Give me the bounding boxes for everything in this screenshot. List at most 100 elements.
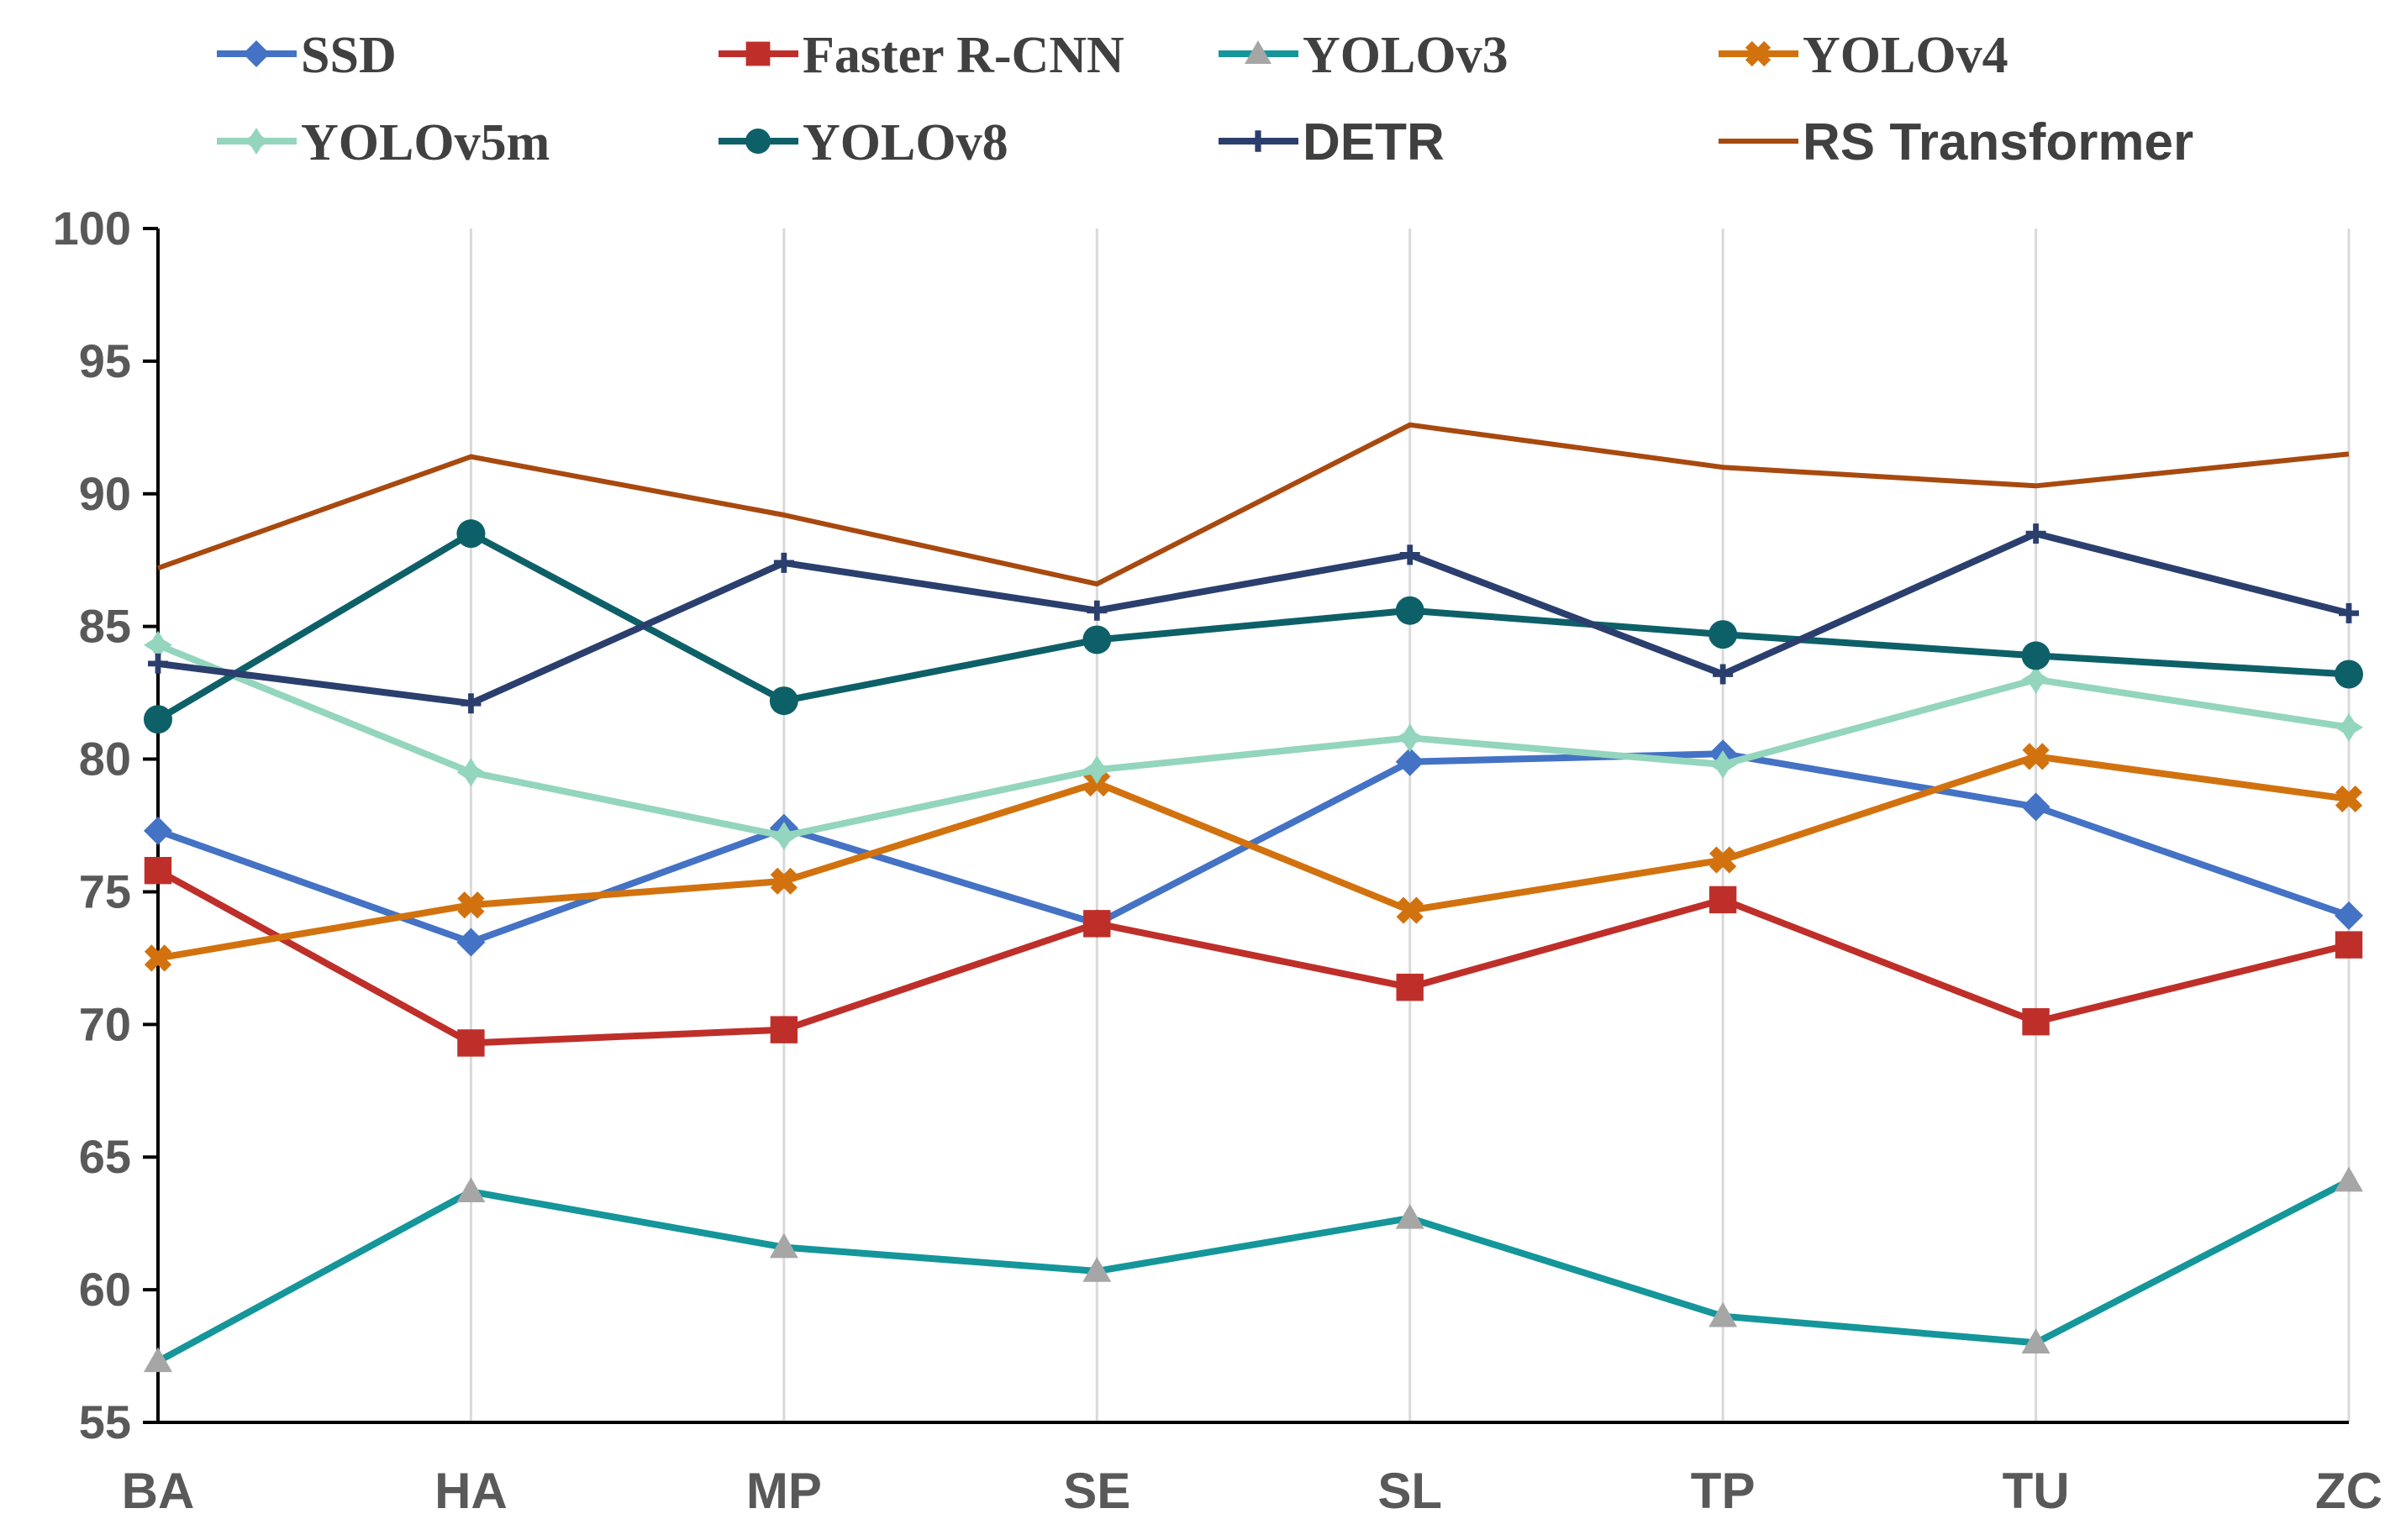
point-detr-se bbox=[1087, 600, 1108, 621]
legend-item-ssd: SSD bbox=[217, 27, 397, 84]
point-yolov5m-mp bbox=[769, 822, 798, 851]
point-yolov8-mp bbox=[769, 686, 798, 716]
series-line-yolov3 bbox=[156, 1178, 2351, 1364]
series-yolov5m bbox=[144, 630, 2363, 851]
point-yolov5m-ha bbox=[456, 758, 486, 787]
series-yolov3 bbox=[144, 1166, 2363, 1373]
y-tick-label-75: 75 bbox=[79, 865, 131, 917]
legend-label-detr: DETR bbox=[1303, 113, 1445, 171]
point-yolov3-zc bbox=[2335, 1166, 2363, 1192]
x-tick-label-mp: MP bbox=[746, 1463, 822, 1519]
point-yolov3-se bbox=[1082, 1257, 1112, 1282]
series-line-rs-transformer bbox=[156, 422, 2350, 587]
legend-label-rs-transformer: RS Transformer bbox=[1803, 113, 2193, 171]
point-yolov8-zc bbox=[2335, 660, 2363, 689]
point-yolov8-tp bbox=[1708, 620, 1738, 649]
point-yolov3-sl bbox=[1395, 1203, 1424, 1229]
point-yolov4-mp bbox=[770, 867, 798, 895]
series-yolov8 bbox=[144, 519, 2363, 734]
legend-item-detr: DETR bbox=[1219, 113, 1445, 171]
legend-marker-ssd bbox=[243, 40, 270, 67]
point-yolov5m-sl bbox=[1395, 723, 1424, 753]
legend-marker-yolov4 bbox=[1745, 40, 1772, 67]
point-yolov5m-tp bbox=[1708, 749, 1738, 779]
point-yolov3-ha bbox=[456, 1177, 486, 1203]
y-tick-label-70: 70 bbox=[79, 997, 131, 1050]
x-tick-label-zc: ZC bbox=[2315, 1463, 2382, 1519]
legend-item-yolov5m: YOLOv5m bbox=[217, 114, 550, 171]
point-detr-tp bbox=[1713, 664, 1734, 685]
legend-label-yolov3: YOLOv3 bbox=[1303, 27, 1508, 84]
point-yolov3-tp bbox=[1708, 1301, 1738, 1327]
point-faster-r-cnn-tp bbox=[1708, 886, 1737, 914]
point-yolov3-ba bbox=[144, 1347, 172, 1373]
point-ssd-sl bbox=[1395, 747, 1424, 776]
point-yolov4-sl bbox=[1396, 896, 1424, 924]
point-yolov4-ba bbox=[144, 944, 172, 972]
series-detr bbox=[148, 523, 2359, 714]
x-tick-label-ba: BA bbox=[122, 1463, 195, 1519]
point-yolov8-se bbox=[1082, 625, 1112, 654]
legend-label-yolov5m: YOLOv5m bbox=[301, 114, 550, 171]
point-detr-tu bbox=[2025, 523, 2046, 544]
y-tick-label-65: 65 bbox=[79, 1130, 131, 1183]
legend-label-yolov8: YOLOv8 bbox=[803, 114, 1008, 171]
series-rs-transformer bbox=[156, 422, 2350, 587]
point-ssd-ba bbox=[144, 816, 172, 845]
point-detr-ba bbox=[148, 653, 168, 674]
series-line-yolov5m bbox=[156, 642, 2350, 840]
point-faster-r-cnn-ba bbox=[144, 856, 172, 885]
x-tick-label-ha: HA bbox=[434, 1463, 508, 1519]
legend-item-rs-transformer: RS Transformer bbox=[1719, 113, 2193, 171]
series-faster-r-cnn bbox=[144, 856, 2363, 1057]
chart-legend: SSD Faster R-CNN YOLOv3 YOLOv4 YOLOv5m YOLOv8… bbox=[217, 27, 2193, 171]
point-ssd-ha bbox=[456, 928, 486, 957]
legend-marker-faster-r-cnn bbox=[745, 41, 771, 66]
point-yolov5m-ba bbox=[144, 630, 172, 660]
legend-item-yolov4: YOLOv4 bbox=[1719, 27, 2009, 84]
y-tick-label-90: 90 bbox=[79, 467, 131, 520]
point-yolov4-tp bbox=[1709, 846, 1737, 874]
series-line-faster-r-cnn bbox=[156, 867, 2350, 1047]
series-line-yolov4 bbox=[157, 753, 2350, 962]
point-yolov5m-zc bbox=[2335, 712, 2363, 742]
legend-marker-yolov3 bbox=[1245, 40, 1271, 64]
x-tick-label-tp: TP bbox=[1691, 1463, 1756, 1519]
point-faster-r-cnn-se bbox=[1083, 910, 1111, 938]
point-detr-sl bbox=[1399, 544, 1420, 565]
legend-marker-detr bbox=[1247, 130, 1269, 152]
legend-label-ssd: SSD bbox=[301, 27, 397, 84]
y-tick-label-80: 80 bbox=[79, 733, 131, 786]
y-tick-label-95: 95 bbox=[79, 334, 131, 387]
chart-series bbox=[144, 422, 2363, 1373]
point-yolov8-ba bbox=[144, 705, 172, 734]
point-faster-r-cnn-sl bbox=[1396, 973, 1424, 1001]
point-yolov8-tu bbox=[2021, 641, 2051, 670]
x-axis-ticks: BA HA MP SE SL TP TU ZC bbox=[122, 1463, 2382, 1519]
legend-label-faster-r-cnn: Faster R-CNN bbox=[803, 27, 1124, 84]
point-ssd-tu bbox=[2021, 792, 2051, 822]
point-faster-r-cnn-tu bbox=[2022, 1007, 2050, 1036]
point-yolov8-sl bbox=[1395, 596, 1424, 625]
point-yolov3-tu bbox=[2021, 1328, 2051, 1354]
legend-label-yolov4: YOLOv4 bbox=[1803, 27, 2009, 84]
legend-marker-yolov5m bbox=[243, 128, 270, 155]
point-yolov8-ha bbox=[456, 519, 486, 549]
y-tick-label-85: 85 bbox=[79, 600, 131, 653]
x-tick-label-se: SE bbox=[1063, 1463, 1130, 1519]
legend-item-yolov3: YOLOv3 bbox=[1219, 27, 1508, 84]
point-yolov3-mp bbox=[769, 1233, 798, 1259]
series-yolov4 bbox=[144, 743, 2363, 972]
point-yolov4-zc bbox=[2335, 785, 2363, 813]
point-faster-r-cnn-zc bbox=[2335, 931, 2363, 959]
point-yolov5m-tu bbox=[2021, 665, 2051, 694]
y-tick-label-100: 100 bbox=[53, 202, 131, 255]
x-tick-label-tu: TU bbox=[2003, 1463, 2070, 1519]
legend-item-faster-r-cnn: Faster R-CNN bbox=[719, 27, 1124, 84]
y-tick-label-60: 60 bbox=[79, 1263, 131, 1316]
x-tick-label-sl: SL bbox=[1377, 1463, 1442, 1519]
point-yolov4-ha bbox=[457, 891, 485, 919]
point-yolov4-tu bbox=[2022, 743, 2050, 770]
point-faster-r-cnn-mp bbox=[770, 1016, 798, 1043]
